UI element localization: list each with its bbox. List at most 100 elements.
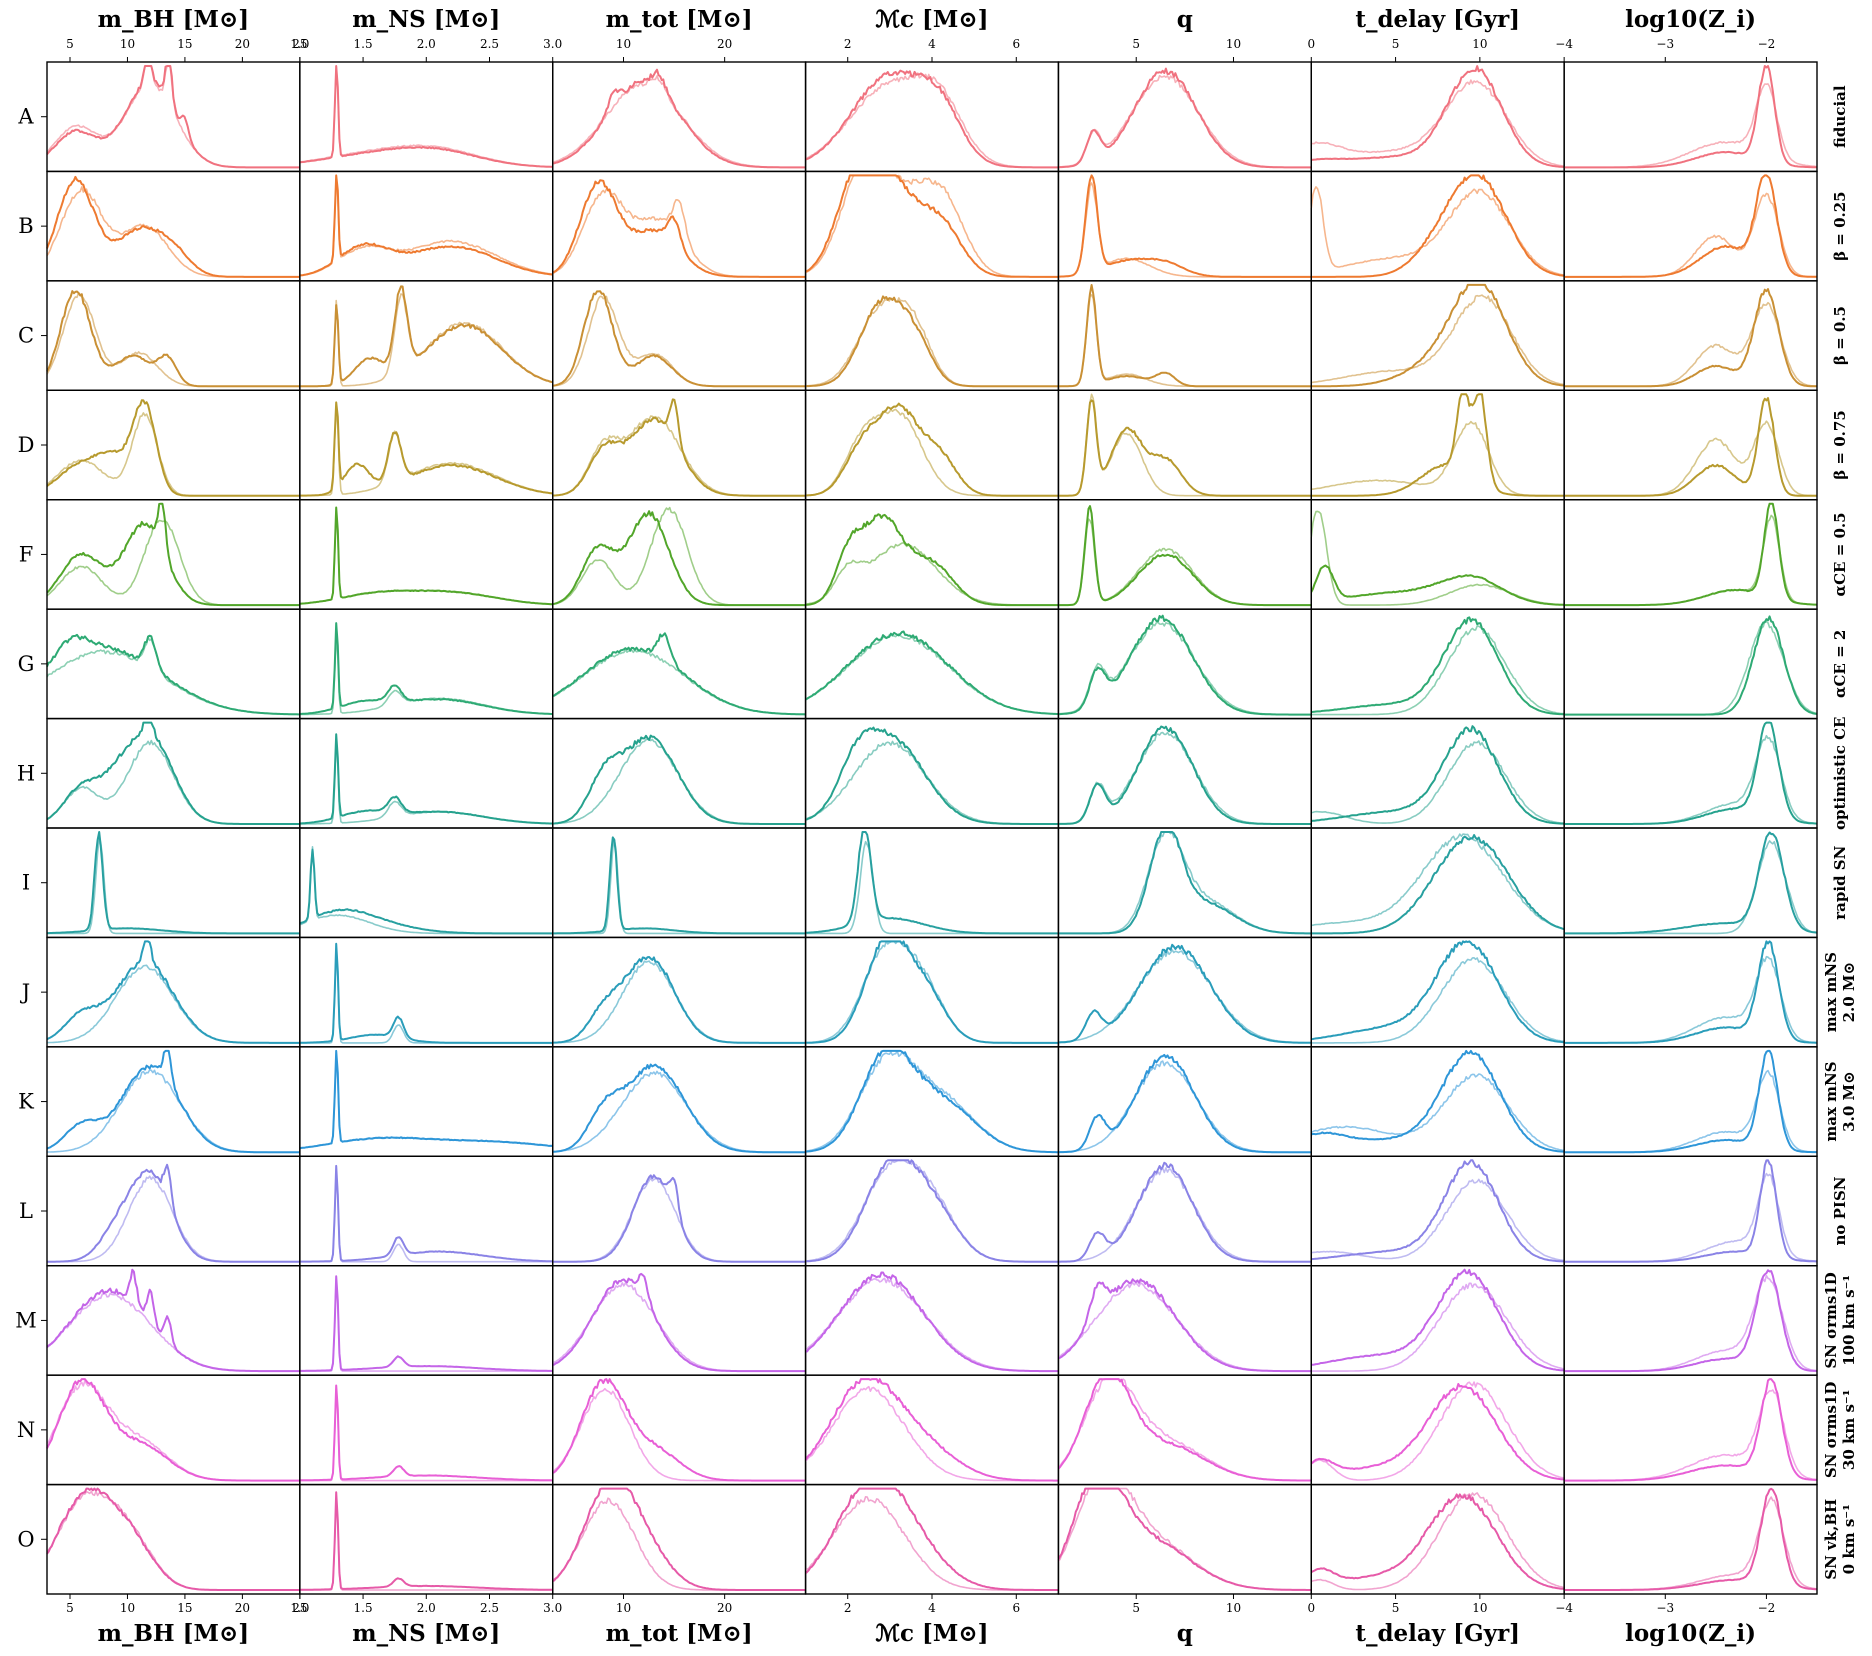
panel-B-logZ — [1563, 170, 1818, 282]
panel-O-mtot — [552, 1483, 807, 1595]
series-main-line — [1564, 397, 1817, 497]
series-main-line — [46, 940, 300, 1044]
series-alt-line — [46, 65, 300, 169]
panel-F-mtot — [552, 499, 807, 610]
tick-label-top: 2.0 — [417, 37, 436, 51]
panel-M-logZ — [1563, 1265, 1818, 1376]
tick-label-top: 15 — [177, 37, 192, 51]
series-alt-line — [1310, 510, 1565, 606]
series-main-line — [46, 1268, 300, 1373]
series-main-line — [46, 633, 300, 716]
series-main-line — [1311, 1049, 1565, 1153]
series-alt-line — [46, 1379, 300, 1482]
tick-label-bottom: 1.0 — [290, 1601, 309, 1615]
model-label-line: αCE = 2 — [1831, 630, 1849, 698]
series-main-line — [1057, 1378, 1312, 1482]
series-alt-line — [805, 72, 1059, 169]
panel-G-q — [1057, 608, 1312, 720]
panel-H-Mc — [804, 717, 1060, 829]
panel-frame — [1563, 608, 1818, 720]
series-alt-line — [46, 739, 300, 825]
panel-L-logZ — [1563, 1155, 1818, 1267]
row-label-F: F — [19, 542, 34, 566]
panel-frame — [46, 1483, 301, 1595]
panel-D-mBH — [46, 389, 301, 501]
model-label-C: β = 0.5 — [1831, 306, 1849, 365]
panel-O-mBH — [46, 1483, 301, 1595]
series-main-line — [1311, 725, 1565, 825]
panel-frame — [804, 389, 1060, 501]
series-main-line — [1564, 65, 1818, 169]
series-main-line — [1311, 174, 1565, 278]
panel-N-tdelay — [1310, 1374, 1565, 1486]
column-title-bottom: m_BH [M⊙] — [98, 1620, 250, 1647]
series-main-line — [299, 622, 553, 715]
tick-label-top: −2 — [1758, 37, 1776, 51]
model-label-line: 100 km s⁻¹ — [1840, 1275, 1858, 1366]
panel-F-logZ — [1563, 499, 1818, 610]
tick-label-bottom: 0 — [1307, 1601, 1315, 1615]
series-main-line — [1564, 174, 1817, 278]
series-alt-line — [1058, 1282, 1312, 1372]
panel-frame — [552, 61, 807, 173]
column-title-top: ℳc [M⊙] — [875, 6, 988, 33]
series-alt-line — [1310, 186, 1565, 276]
panel-frame — [1057, 61, 1312, 173]
model-label-M: SN σrms1D 100 km s⁻¹ — [1822, 1272, 1858, 1369]
series-main-line — [1058, 943, 1312, 1044]
panel-K-logZ — [1563, 1046, 1818, 1157]
panel-frame — [804, 1265, 1060, 1376]
series-main-line — [805, 1271, 1059, 1373]
panel-frame — [1057, 1155, 1312, 1267]
panel-K-Mc — [804, 1046, 1060, 1157]
panel-frame — [1057, 608, 1312, 720]
row-label-M: M — [15, 1308, 37, 1332]
panel-frame — [552, 608, 807, 720]
tick-label-bottom: 5 — [66, 1601, 74, 1615]
panel-A-logZ — [1563, 61, 1818, 173]
model-label-line: β = 0.5 — [1831, 306, 1849, 365]
series-alt-line — [47, 837, 300, 935]
panel-A-mBH — [46, 61, 301, 173]
series-alt-line — [1058, 831, 1312, 935]
series-main-line — [805, 726, 1059, 825]
tick-label-bottom: 10 — [1472, 1601, 1487, 1615]
series-main-line — [1564, 1159, 1817, 1263]
series-main-line — [552, 734, 806, 825]
model-label-line: 30 km s⁻¹ — [1840, 1390, 1858, 1471]
series-alt-line — [46, 186, 300, 278]
panel-frame — [1057, 827, 1312, 939]
series-main-line — [46, 1487, 300, 1591]
series-main-line — [1564, 940, 1817, 1044]
series-main-line — [1058, 67, 1312, 169]
series-alt-line — [47, 1175, 300, 1263]
panel-frame — [46, 61, 301, 173]
series-main-line — [804, 1487, 1059, 1591]
series-alt-line — [805, 633, 1059, 715]
panel-O-mNS — [299, 1483, 554, 1595]
column-axis-Mc: ℳc [M⊙] ℳc [M⊙] 2 2 4 4 6 6 — [844, 6, 1020, 1647]
series-main-line — [805, 1159, 1059, 1263]
series-main-line — [1058, 831, 1312, 935]
panel-M-Mc — [804, 1265, 1060, 1376]
panel-D-Mc — [804, 389, 1060, 501]
tick-label-bottom: 2 — [844, 1601, 852, 1615]
panel-J-mNS — [299, 936, 554, 1048]
series-main-line — [299, 1275, 553, 1372]
panel-B-mBH — [46, 170, 301, 282]
column-title-top: m_NS [M⊙] — [352, 6, 500, 33]
series-main-line — [46, 65, 300, 169]
tick-label-bottom: 15 — [177, 1601, 192, 1615]
column-title-top: m_tot [M⊙] — [606, 6, 753, 33]
series-alt-line — [552, 838, 806, 935]
tick-label-top: −4 — [1555, 37, 1573, 51]
series-main-line — [1058, 174, 1312, 278]
series-alt-line — [805, 296, 1059, 388]
panel-B-mtot — [552, 170, 807, 282]
series-alt-line — [552, 295, 806, 388]
column-axis-mBH: m_BH [M⊙] m_BH [M⊙] 5 5 10 10 15 15 20 20 25 25 — [66, 6, 307, 1647]
tick-label-bottom: 5 — [1132, 1601, 1140, 1615]
panel-M-mBH — [46, 1265, 301, 1376]
